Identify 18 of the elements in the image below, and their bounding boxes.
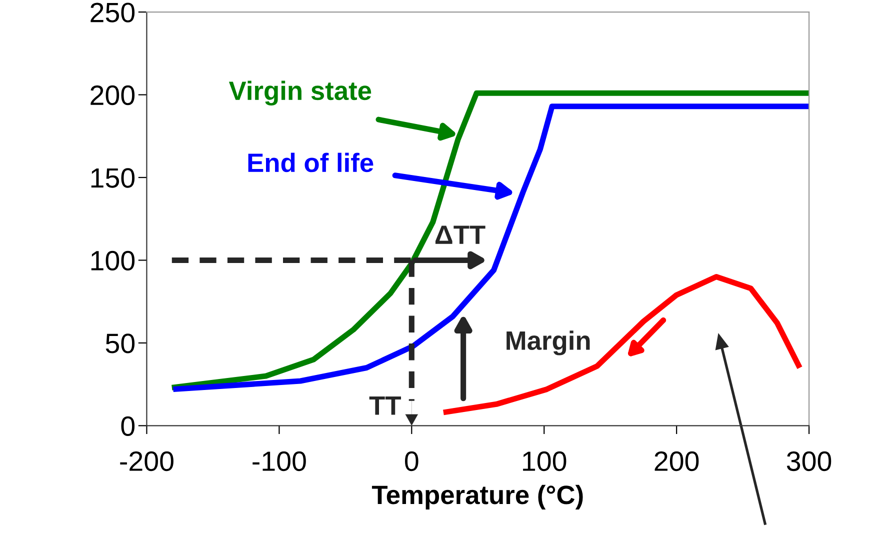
annotation: ΔTT bbox=[435, 226, 486, 244]
x-tick-label: 300 bbox=[786, 451, 832, 472]
x-tick-label: 100 bbox=[523, 451, 566, 472]
annotation: TT bbox=[369, 396, 401, 415]
x-tick-label: 200 bbox=[654, 451, 699, 472]
x-tick-label: -200 bbox=[120, 451, 174, 472]
y-tick-label: 150 bbox=[91, 168, 135, 188]
x-axis-title: Temperature (°C) bbox=[372, 484, 583, 510]
y-tick-label: 200 bbox=[90, 85, 135, 106]
y-tick-label: 0 bbox=[121, 416, 135, 436]
y-tick-label: 250 bbox=[90, 2, 135, 22]
y-tick-label: 50 bbox=[106, 334, 135, 354]
x-tick-label: 0 bbox=[405, 451, 418, 472]
x-tick-label: -100 bbox=[252, 451, 306, 472]
y-tick-label: 100 bbox=[91, 250, 135, 271]
text: Virgin state bbox=[228, 80, 372, 106]
annotation: Margin bbox=[506, 330, 590, 356]
text: End of life bbox=[248, 152, 374, 172]
